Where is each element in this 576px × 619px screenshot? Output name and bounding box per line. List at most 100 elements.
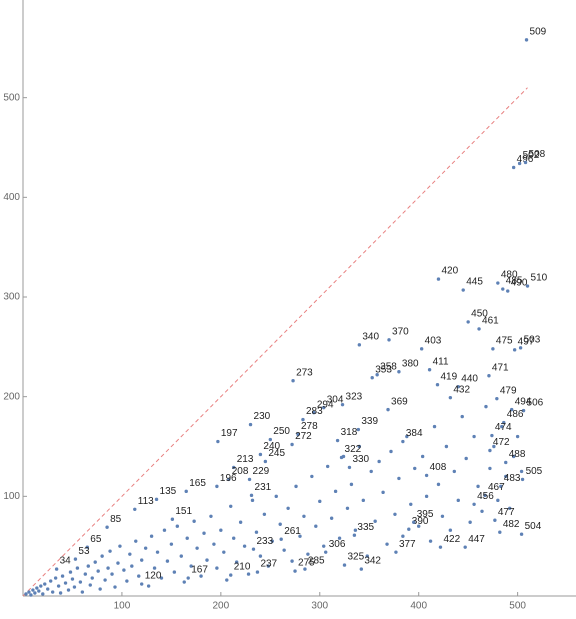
point-label: 497 bbox=[518, 336, 535, 347]
point bbox=[352, 533, 357, 537]
point bbox=[314, 524, 318, 528]
point bbox=[394, 550, 398, 554]
point bbox=[353, 528, 358, 532]
point bbox=[448, 395, 453, 400]
y-tick-label: 500 bbox=[3, 92, 20, 103]
point bbox=[56, 584, 61, 588]
point bbox=[405, 434, 409, 439]
point bbox=[306, 552, 310, 556]
point-label: 486 bbox=[507, 409, 524, 420]
point bbox=[420, 454, 425, 459]
point-label: 504 bbox=[525, 521, 542, 532]
point bbox=[232, 465, 236, 470]
point bbox=[98, 587, 102, 591]
point bbox=[381, 490, 385, 495]
point bbox=[229, 504, 233, 509]
point bbox=[435, 383, 440, 387]
point bbox=[192, 519, 196, 523]
point bbox=[412, 520, 416, 524]
point bbox=[110, 572, 114, 576]
point bbox=[250, 498, 255, 503]
point bbox=[509, 407, 514, 412]
point bbox=[73, 557, 78, 561]
y-tick-label: 400 bbox=[3, 192, 20, 203]
point bbox=[63, 581, 68, 585]
point bbox=[385, 542, 389, 546]
point bbox=[258, 554, 263, 558]
point bbox=[452, 469, 457, 474]
point bbox=[397, 476, 401, 481]
point bbox=[464, 456, 468, 461]
point-label: 325 bbox=[348, 552, 365, 563]
point bbox=[472, 434, 476, 439]
point bbox=[369, 469, 373, 474]
point bbox=[500, 424, 504, 429]
point bbox=[262, 512, 267, 516]
point-label: 120 bbox=[145, 571, 162, 582]
point-label: 506 bbox=[527, 397, 544, 408]
point bbox=[335, 438, 340, 443]
point bbox=[325, 464, 330, 469]
point-label: 34 bbox=[60, 556, 72, 567]
point bbox=[215, 484, 219, 489]
point bbox=[258, 452, 263, 457]
point bbox=[212, 542, 216, 546]
point bbox=[517, 161, 522, 166]
point bbox=[80, 590, 85, 594]
point bbox=[152, 566, 157, 570]
x-tick-label: 100 bbox=[114, 601, 131, 612]
point bbox=[72, 585, 77, 589]
point bbox=[520, 477, 525, 482]
point bbox=[359, 567, 364, 571]
point bbox=[175, 524, 180, 528]
point bbox=[498, 530, 502, 534]
point bbox=[322, 405, 326, 410]
point bbox=[301, 417, 305, 422]
point bbox=[37, 589, 41, 593]
point bbox=[24, 592, 28, 596]
point bbox=[134, 539, 138, 543]
point bbox=[303, 567, 307, 571]
point-label: 323 bbox=[346, 391, 363, 402]
point bbox=[282, 548, 286, 552]
point-label: 273 bbox=[296, 367, 313, 378]
point bbox=[186, 576, 190, 580]
point bbox=[496, 281, 500, 285]
point bbox=[436, 277, 441, 281]
point bbox=[518, 346, 523, 350]
point bbox=[85, 545, 90, 549]
point bbox=[165, 559, 170, 563]
point bbox=[523, 160, 528, 165]
point bbox=[202, 531, 206, 535]
point-label: 230 bbox=[254, 411, 271, 422]
point bbox=[78, 580, 83, 584]
point bbox=[205, 558, 209, 562]
y-tick-label: 200 bbox=[3, 391, 20, 402]
point-label: 505 bbox=[526, 466, 543, 477]
point bbox=[409, 502, 413, 507]
point-label: 475 bbox=[496, 335, 513, 346]
point-label: 272 bbox=[295, 431, 312, 442]
point-label: 447 bbox=[468, 534, 485, 545]
point bbox=[375, 373, 379, 377]
point bbox=[511, 454, 516, 459]
point-label: 440 bbox=[461, 373, 478, 384]
point bbox=[108, 549, 112, 553]
point bbox=[508, 506, 512, 510]
y-tick-label: 300 bbox=[3, 292, 20, 303]
point bbox=[440, 514, 445, 518]
point bbox=[35, 586, 39, 590]
point bbox=[116, 561, 120, 565]
point bbox=[427, 368, 432, 372]
point bbox=[293, 569, 297, 573]
point bbox=[361, 498, 366, 503]
reference-line bbox=[22, 87, 528, 597]
point bbox=[515, 434, 520, 439]
point bbox=[506, 289, 510, 293]
point-label: 488 bbox=[509, 449, 526, 460]
point bbox=[291, 379, 295, 383]
point-label: 477 bbox=[498, 507, 515, 518]
point bbox=[33, 591, 37, 595]
point bbox=[496, 498, 500, 503]
